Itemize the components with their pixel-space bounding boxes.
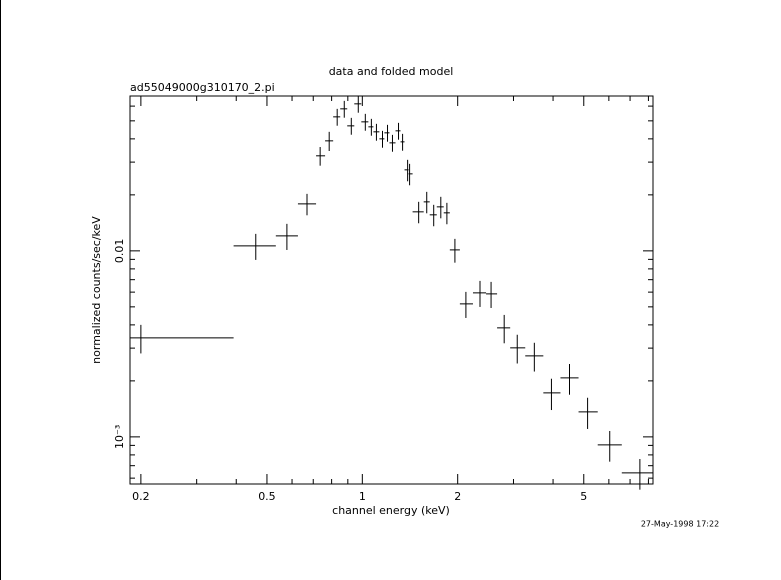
x-tick-label: 5 xyxy=(580,490,587,503)
chart-title: data and folded model xyxy=(329,65,454,78)
x-tick-label: 0.2 xyxy=(132,490,150,503)
plot-frame xyxy=(129,95,654,485)
y-tick-label: 10⁻³ xyxy=(113,425,126,449)
timestamp: 27-May-1998 17:22 xyxy=(641,520,719,529)
y-tick-label: 0.01 xyxy=(113,239,126,263)
chart-subtitle: ad55049000g310170_2.pi xyxy=(130,81,275,94)
x-axis-label: channel energy (keV) xyxy=(332,504,450,517)
x-tick-label: 0.5 xyxy=(258,490,276,503)
y-axis-label: normalized counts/sec/keV xyxy=(90,216,103,364)
x-tick-label: 2 xyxy=(454,490,461,503)
x-tick-label: 1 xyxy=(359,490,366,503)
